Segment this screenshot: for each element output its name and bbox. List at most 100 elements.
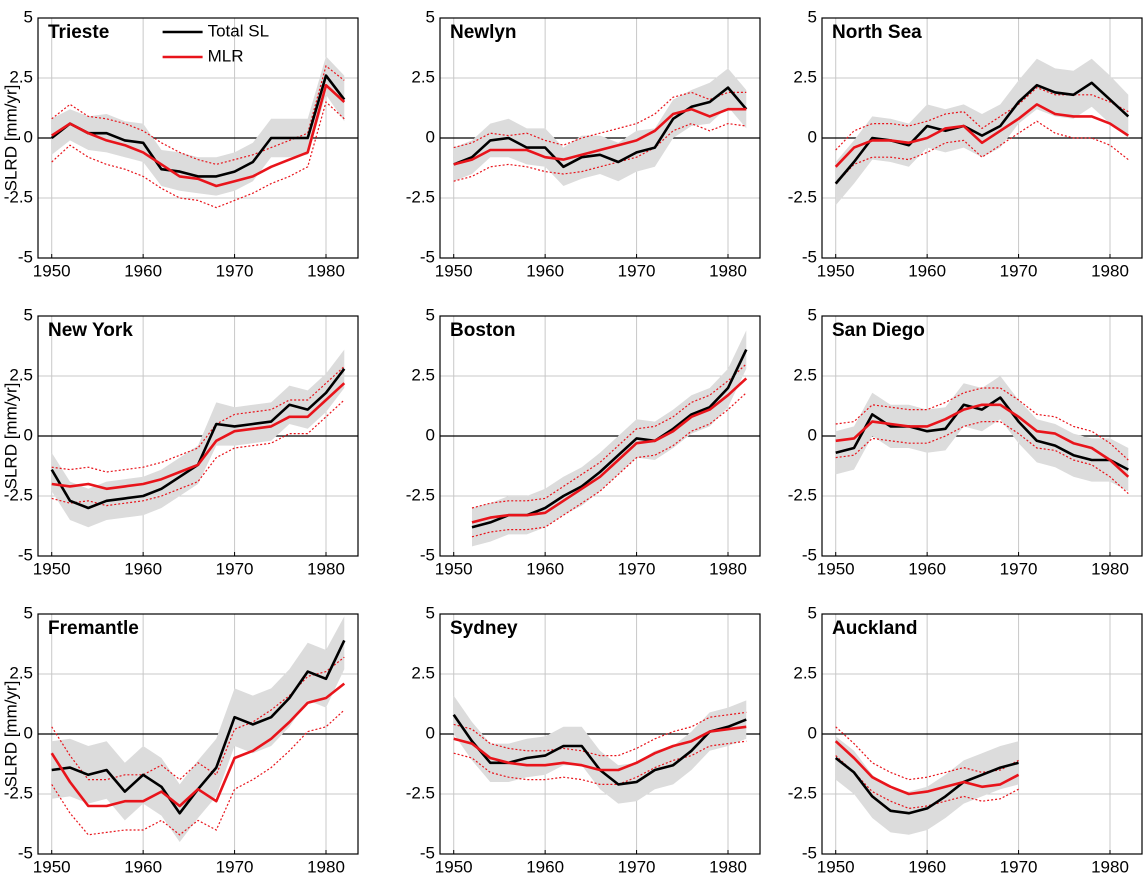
panel: -5 -2.5 0 2.5 5 1950 1960 1970 1980 Newlyn xyxy=(406,7,761,280)
panel: -5 -2.5 0 2.5 5 1950 1960 1970 1980 North Sea xyxy=(788,7,1143,280)
y-tick-label: -2.5 xyxy=(406,783,435,802)
series-line xyxy=(835,403,1130,478)
uncertainty-band xyxy=(51,349,345,528)
legend-label: MLR xyxy=(208,46,244,65)
x-tick-label: 1960 xyxy=(908,559,946,578)
series-line xyxy=(453,107,747,166)
uncertainty-band xyxy=(835,736,1019,835)
y-axis-label: SLRD [mm/yr] xyxy=(1,383,20,490)
plot-frame xyxy=(821,613,1143,855)
y-tick-label: -5 xyxy=(420,545,435,564)
panel-title: San Diego xyxy=(832,320,925,341)
y-tick-label: 2.5 xyxy=(411,663,435,682)
bound-line xyxy=(453,711,747,757)
x-tick-label: 1950 xyxy=(33,559,71,578)
x-tick-label: 1970 xyxy=(618,261,656,280)
y-tick-label: -5 xyxy=(802,247,817,266)
y-tick-label: 2.5 xyxy=(9,663,33,682)
bound-line xyxy=(453,122,747,182)
y-tick-label: -5 xyxy=(18,843,33,862)
y-tick-label: -5 xyxy=(420,247,435,266)
x-tick-label: 1950 xyxy=(817,857,855,876)
x-tick-label: 1980 xyxy=(709,857,747,876)
x-tick-label: 1970 xyxy=(1000,261,1038,280)
y-tick-label: 5 xyxy=(808,603,817,622)
bound-line xyxy=(51,100,345,209)
y-tick-label: -2.5 xyxy=(4,485,33,504)
series-line xyxy=(51,83,346,188)
x-tick-label: 1950 xyxy=(33,857,71,876)
uncertainty-band xyxy=(453,695,747,804)
y-tick-label: -5 xyxy=(420,843,435,862)
x-tick-label: 1970 xyxy=(618,559,656,578)
bound-line xyxy=(835,387,1129,461)
panel-title: Auckland xyxy=(832,618,918,639)
y-tick-label: 5 xyxy=(24,305,33,324)
y-tick-label: -2.5 xyxy=(406,187,435,206)
plot-frame xyxy=(439,613,761,855)
x-tick-label: 1950 xyxy=(33,261,71,280)
bound-line xyxy=(835,755,1019,810)
plot-frame xyxy=(821,17,1143,259)
x-tick-label: 1950 xyxy=(817,261,855,280)
panel-title: Trieste xyxy=(48,22,109,43)
x-tick-label: 1950 xyxy=(435,261,473,280)
x-tick-label: 1980 xyxy=(1091,559,1129,578)
y-tick-label: 5 xyxy=(426,603,435,622)
x-tick-label: 1980 xyxy=(1091,857,1129,876)
y-axis-label: SLRD [mm/yr] xyxy=(1,85,20,192)
series-line xyxy=(834,756,1019,815)
y-tick-label: 0 xyxy=(808,127,817,146)
y-tick-label: 0 xyxy=(426,723,435,742)
panel: -5 -2.5 0 2.5 5 1950 1960 1970 1980 San Diego xyxy=(788,305,1143,578)
y-tick-label: 2.5 xyxy=(9,365,33,384)
y-tick-label: 0 xyxy=(24,723,33,742)
bound-line xyxy=(835,86,1129,151)
series-line xyxy=(51,382,346,491)
y-tick-label: -2.5 xyxy=(788,783,817,802)
y-tick-label: -5 xyxy=(802,545,817,564)
y-tick-label: -2.5 xyxy=(4,187,33,206)
x-tick-label: 1960 xyxy=(124,261,162,280)
x-tick-label: 1970 xyxy=(216,261,254,280)
bound-line xyxy=(51,709,345,836)
x-tick-label: 1960 xyxy=(526,261,564,280)
uncertainty-band xyxy=(472,330,747,547)
x-tick-label: 1950 xyxy=(435,559,473,578)
series-line xyxy=(453,725,747,772)
y-tick-label: -2.5 xyxy=(788,485,817,504)
x-tick-label: 1970 xyxy=(216,559,254,578)
x-tick-label: 1960 xyxy=(124,559,162,578)
panel-title: Newlyn xyxy=(450,22,517,43)
x-tick-label: 1960 xyxy=(908,261,946,280)
bound-line xyxy=(51,64,345,166)
y-tick-label: 2.5 xyxy=(411,365,435,384)
panel: -5 -2.5 0 2.5 5 1950 1960 1970 1980 Boston xyxy=(406,305,761,578)
y-tick-label: -5 xyxy=(18,247,33,266)
x-tick-label: 1950 xyxy=(817,559,855,578)
uncertainty-band xyxy=(51,56,345,196)
panel-title: New York xyxy=(48,320,133,341)
series-line xyxy=(471,377,748,524)
y-tick-label: 5 xyxy=(808,305,817,324)
x-tick-label: 1960 xyxy=(124,857,162,876)
y-tick-label: 2.5 xyxy=(9,67,33,86)
x-tick-label: 1980 xyxy=(1091,261,1129,280)
legend-label: Total SL xyxy=(208,21,269,40)
plot-frame xyxy=(439,17,761,259)
y-tick-label: 5 xyxy=(426,305,435,324)
y-tick-label: 2.5 xyxy=(793,67,817,86)
y-tick-label: 5 xyxy=(426,7,435,26)
x-tick-label: 1970 xyxy=(618,857,656,876)
uncertainty-band xyxy=(835,376,1129,492)
y-tick-label: 5 xyxy=(24,603,33,622)
series-line xyxy=(50,682,346,808)
bound-line xyxy=(453,740,747,785)
uncertainty-band xyxy=(453,68,747,186)
panel-title: Fremantle xyxy=(48,618,139,639)
y-tick-label: 0 xyxy=(426,127,435,146)
panel: -5 -2.5 0 2.5 5 1950 1960 1970 1980 Trieste SLRD [… xyxy=(1,7,359,280)
uncertainty-band xyxy=(51,616,345,842)
panel: -5 -2.5 0 2.5 5 1950 1960 1970 1980 New York SLRD … xyxy=(1,305,359,578)
